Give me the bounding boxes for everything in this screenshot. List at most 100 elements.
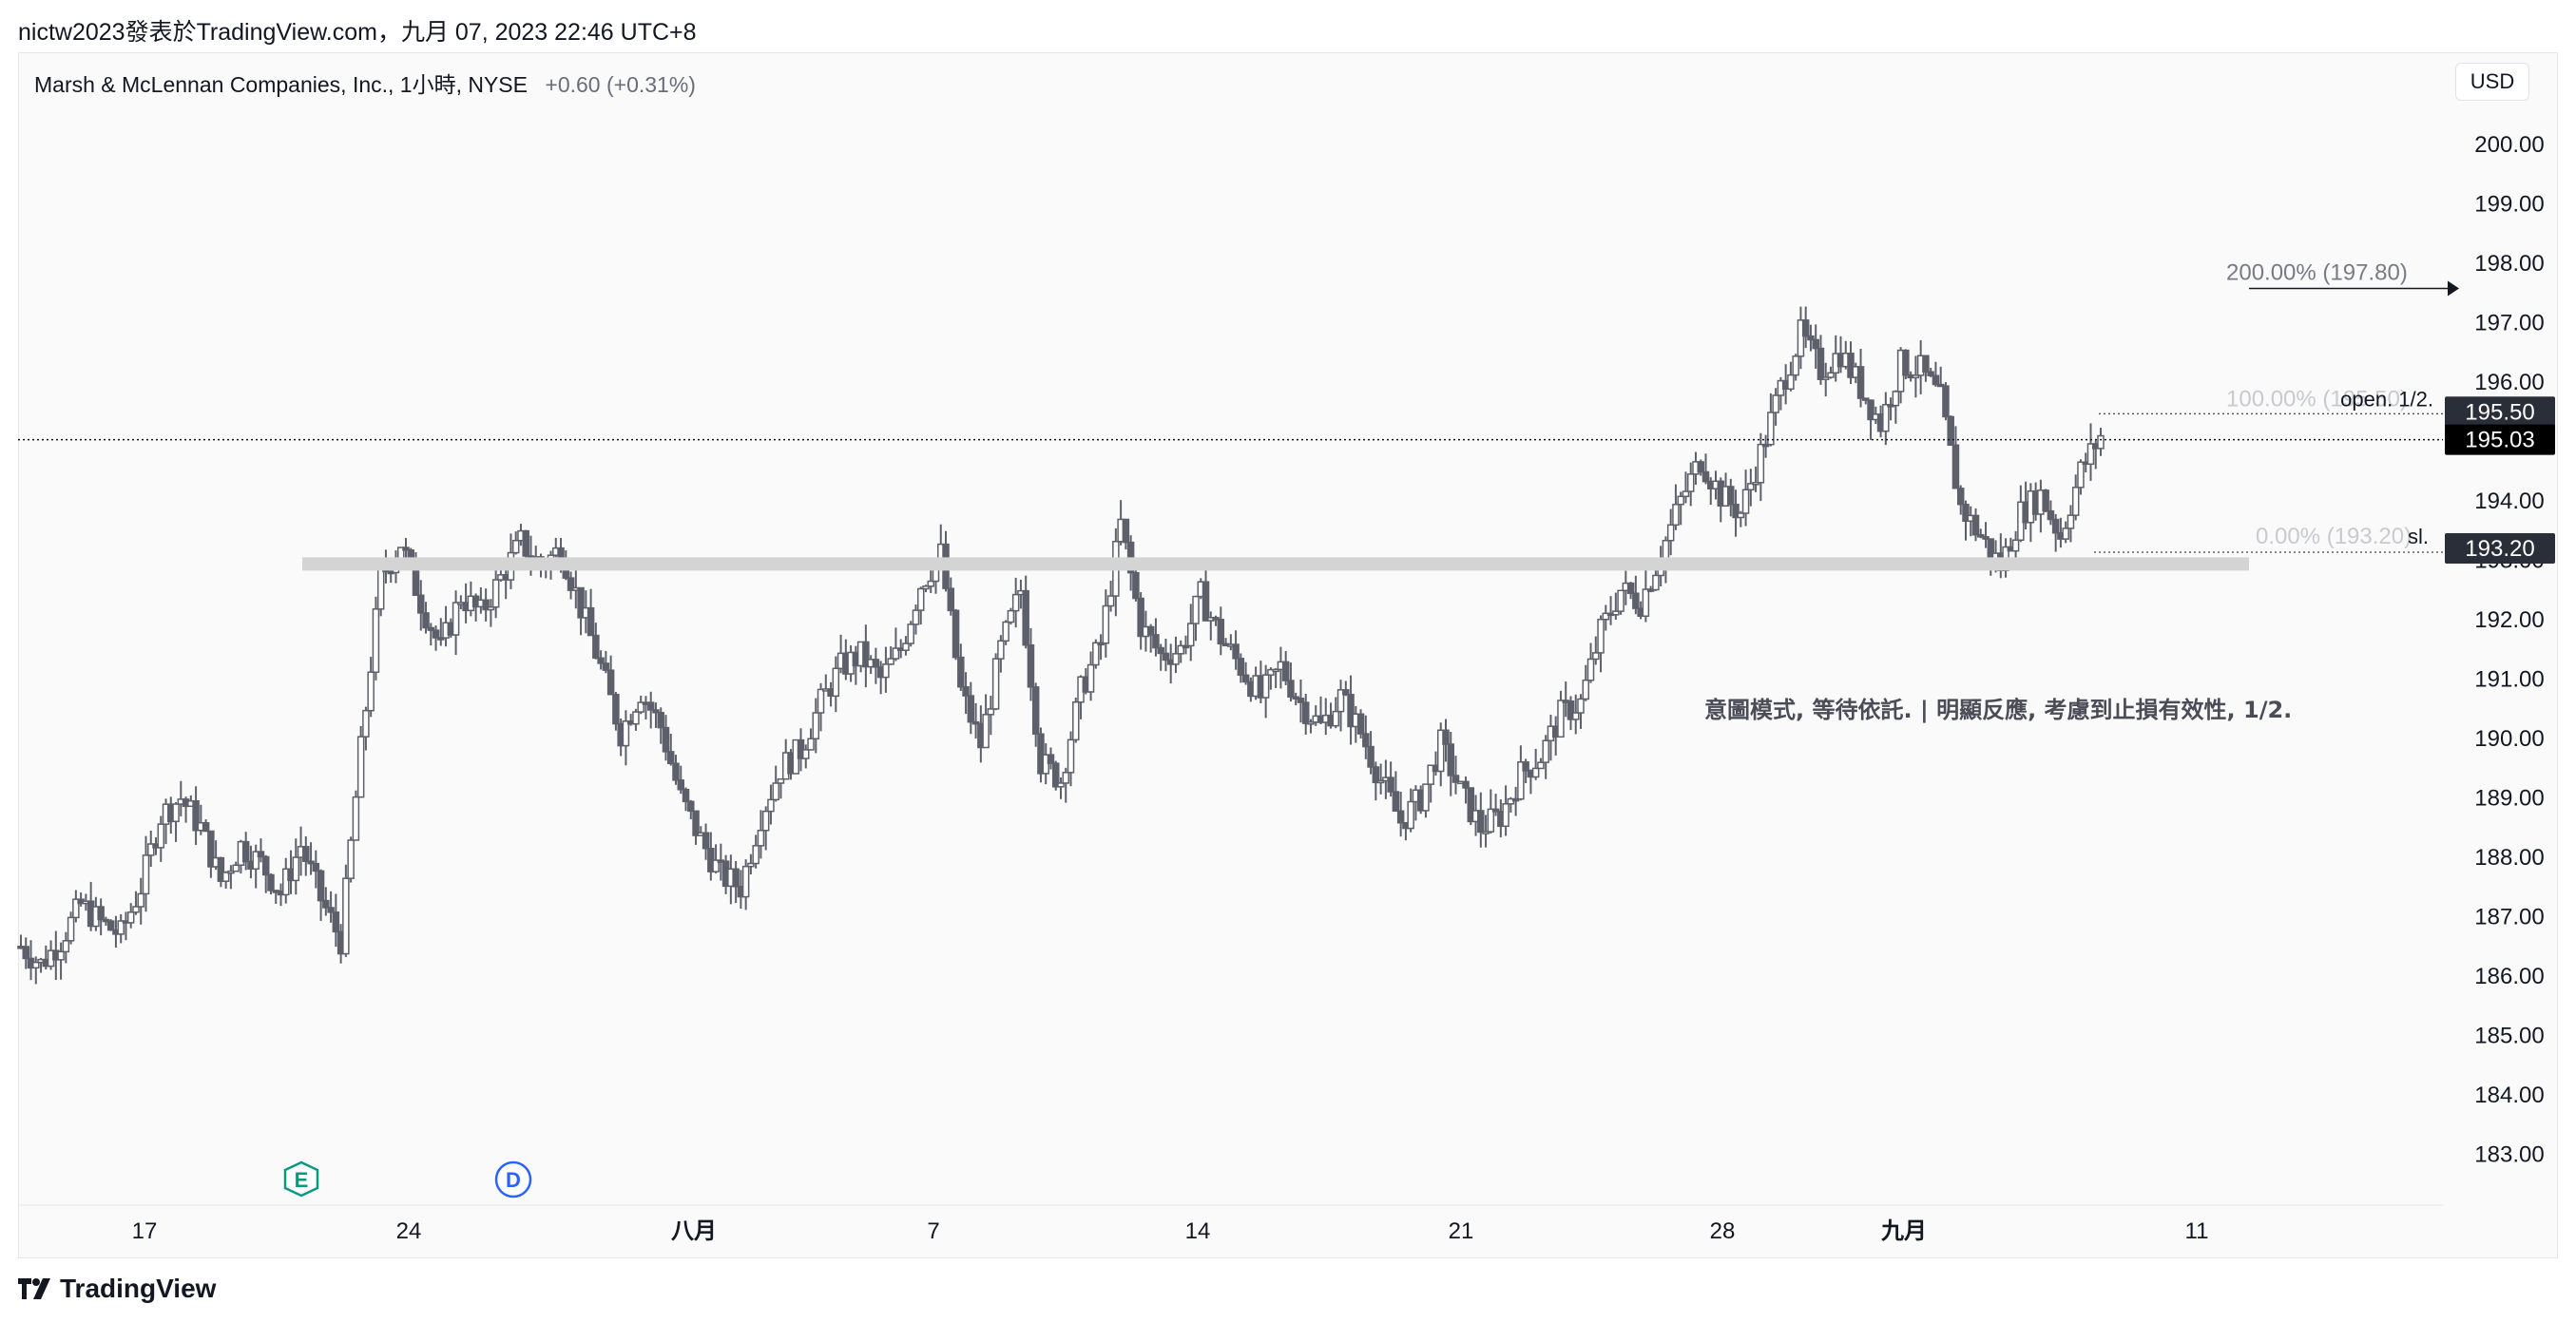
candle-body bbox=[1482, 831, 1490, 834]
tradingview-logo[interactable]: TradingView bbox=[18, 1274, 216, 1304]
candle-body bbox=[767, 798, 775, 813]
candle-body bbox=[1517, 761, 1525, 800]
candle-body bbox=[282, 868, 290, 896]
candle-body bbox=[1267, 668, 1275, 676]
candle-body bbox=[2067, 514, 2075, 529]
candle-body bbox=[1511, 797, 1520, 802]
x-tick-label: 八月 bbox=[671, 1218, 717, 1244]
candle-body bbox=[747, 862, 755, 868]
tradingview-logo-icon bbox=[18, 1278, 50, 1299]
price-label-text: 195.50 bbox=[2465, 399, 2534, 425]
candle-body bbox=[1971, 514, 1980, 536]
candle-body bbox=[422, 612, 430, 629]
candle-body bbox=[97, 906, 105, 921]
price-label-box bbox=[2445, 533, 2555, 564]
candle-body bbox=[952, 609, 960, 659]
candle-body bbox=[987, 708, 995, 716]
candle-body bbox=[1737, 512, 1745, 519]
candle-body bbox=[1157, 646, 1164, 655]
dividend-marker[interactable]: D bbox=[494, 1160, 532, 1198]
candle-body bbox=[1977, 533, 1985, 538]
candle-body bbox=[1182, 644, 1190, 649]
candle-body bbox=[2077, 461, 2085, 489]
candle-body bbox=[1217, 619, 1225, 645]
support-band bbox=[302, 557, 2249, 571]
y-tick-label: 188.00 bbox=[2474, 845, 2544, 871]
candle-body bbox=[1827, 372, 1835, 378]
candle-body bbox=[1677, 495, 1684, 506]
candle-body bbox=[1752, 482, 1759, 486]
candle-body bbox=[202, 821, 210, 833]
y-tick-label: 184.00 bbox=[2474, 1083, 2544, 1108]
candle-body bbox=[1132, 571, 1140, 600]
candle-body bbox=[1537, 761, 1545, 770]
candle-body bbox=[1027, 643, 1035, 688]
candle-body bbox=[332, 911, 340, 933]
currency-button[interactable]: USD bbox=[2455, 63, 2529, 101]
candle-body bbox=[1807, 335, 1815, 341]
candle-body bbox=[1396, 810, 1405, 824]
candle-body bbox=[1047, 754, 1055, 764]
candle-body bbox=[1801, 319, 1810, 337]
candle-body bbox=[652, 709, 660, 714]
candle-body bbox=[732, 868, 740, 888]
candle-body bbox=[432, 629, 440, 639]
candle-body bbox=[322, 899, 330, 909]
x-tick-label: 24 bbox=[396, 1218, 422, 1244]
candle-body bbox=[482, 599, 490, 611]
candle-body bbox=[632, 711, 640, 725]
candle-body bbox=[602, 662, 610, 671]
candle-body bbox=[417, 594, 425, 614]
candle-body bbox=[997, 640, 1005, 660]
candle-body bbox=[1612, 610, 1620, 616]
candle-body bbox=[1947, 415, 1954, 447]
candle-body bbox=[1467, 787, 1475, 823]
candle-body bbox=[1102, 604, 1110, 644]
candle-body bbox=[657, 712, 664, 729]
candle-body bbox=[217, 856, 225, 882]
candle-body bbox=[1392, 791, 1400, 813]
y-tick-label: 197.00 bbox=[2474, 311, 2544, 336]
candle-body bbox=[702, 832, 710, 850]
chart-pane[interactable] bbox=[18, 52, 2558, 1258]
y-tick-label: 200.00 bbox=[2474, 132, 2544, 158]
candle-body bbox=[172, 803, 180, 823]
candle-body bbox=[927, 580, 934, 587]
candle-body bbox=[1571, 712, 1580, 720]
open-tag-label: open. 1/2. bbox=[2340, 387, 2433, 411]
candle-body bbox=[1522, 761, 1529, 772]
candle-body bbox=[261, 855, 270, 876]
y-tick-label: 183.00 bbox=[2474, 1142, 2544, 1168]
earnings-marker-label: E bbox=[295, 1168, 309, 1192]
y-tick-label: 186.00 bbox=[2474, 964, 2544, 989]
candle-body bbox=[367, 671, 375, 712]
candle-body bbox=[72, 898, 80, 919]
candle-body bbox=[2097, 434, 2105, 450]
candle-body bbox=[772, 782, 779, 801]
candle-body bbox=[967, 695, 975, 723]
candle-body bbox=[907, 623, 914, 644]
candle-body bbox=[1792, 355, 1799, 376]
candle-body bbox=[1652, 574, 1660, 591]
dividend-marker-label: D bbox=[506, 1168, 521, 1192]
candle-body bbox=[1867, 399, 1874, 421]
candle-body bbox=[2071, 487, 2080, 516]
candle-body bbox=[1577, 698, 1585, 714]
candle-body bbox=[1856, 366, 1865, 399]
dividend-marker-shape bbox=[494, 1160, 532, 1198]
candle-body bbox=[1797, 319, 1805, 357]
candle-body bbox=[1787, 374, 1795, 391]
candle-body bbox=[752, 845, 759, 865]
symbol-legend: Marsh & McLennan Companies, Inc., 1小時, N… bbox=[34, 67, 696, 99]
candle-body bbox=[1422, 783, 1430, 812]
candle-body bbox=[207, 830, 215, 868]
candle-body bbox=[1086, 663, 1095, 693]
candle-body bbox=[376, 567, 385, 610]
earnings-marker[interactable]: E bbox=[283, 1160, 319, 1198]
candle-body bbox=[1942, 385, 1950, 418]
candle-body bbox=[1626, 582, 1635, 594]
candle-body bbox=[1051, 762, 1060, 788]
y-tick-label: 191.00 bbox=[2474, 667, 2544, 693]
candle-body bbox=[807, 738, 815, 751]
